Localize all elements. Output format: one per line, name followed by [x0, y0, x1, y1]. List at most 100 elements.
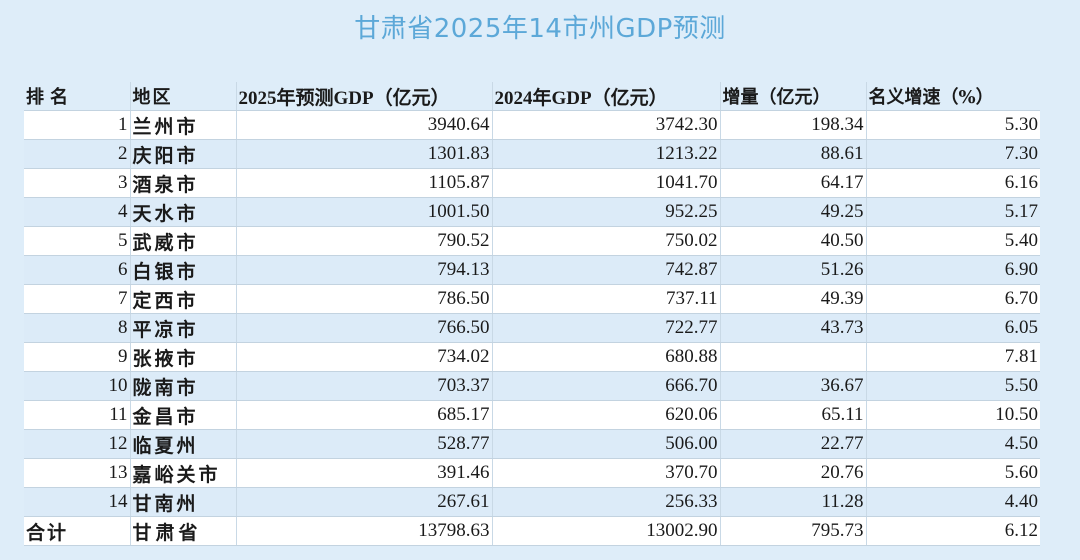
growth-cell: 5.17 [865, 197, 1040, 227]
increase-cell: 65.11 [719, 400, 866, 430]
rank-cell: 6 [24, 255, 130, 285]
table-row: 7 定西市 786.50 737.11 49.39 6.70 [24, 284, 1040, 314]
gdp-2024-cell: 620.06 [491, 400, 720, 430]
gdp-2024-cell: 737.11 [491, 284, 720, 314]
growth-cell: 7.81 [865, 342, 1040, 372]
total-region: 甘肃省 [129, 516, 236, 546]
table-row: 10 陇南市 703.37 666.70 36.67 5.50 [24, 371, 1040, 401]
gdp-2024-cell: 370.70 [491, 458, 720, 488]
table-row: 8 平凉市 766.50 722.77 43.73 6.05 [24, 313, 1040, 343]
region-cell: 武威市 [129, 226, 236, 256]
gdp-2024-cell: 952.25 [491, 197, 720, 227]
table-row: 12 临夏州 528.77 506.00 22.77 4.50 [24, 429, 1040, 459]
gdp-2025-cell: 685.17 [235, 400, 492, 430]
increase-cell: 88.61 [719, 139, 866, 169]
growth-cell: 5.50 [865, 371, 1040, 401]
gdp-2025-cell: 786.50 [235, 284, 492, 314]
header-gdp-2025: 2025年预测GDP（亿元） [235, 82, 492, 111]
table-row: 9 张掖市 734.02 680.88 7.81 [24, 342, 1040, 372]
table-row: 2 庆阳市 1301.83 1213.22 88.61 7.30 [24, 139, 1040, 169]
header-increase: 增量（亿元） [719, 82, 866, 111]
increase-cell: 11.28 [719, 487, 866, 517]
rank-cell: 7 [24, 284, 130, 314]
growth-cell: 5.30 [865, 110, 1040, 140]
region-cell: 陇南市 [129, 371, 236, 401]
gdp-2024-cell: 742.87 [491, 255, 720, 285]
gdp-2024-cell: 3742.30 [491, 110, 720, 140]
rank-cell: 10 [24, 371, 130, 401]
increase-cell: 51.26 [719, 255, 866, 285]
growth-cell: 6.16 [865, 168, 1040, 198]
rank-cell: 1 [24, 110, 130, 140]
rank-cell: 4 [24, 197, 130, 227]
table-row: 11 金昌市 685.17 620.06 65.11 10.50 [24, 400, 1040, 430]
growth-cell: 6.70 [865, 284, 1040, 314]
rank-cell: 9 [24, 342, 130, 372]
growth-cell: 7.30 [865, 139, 1040, 169]
region-cell: 平凉市 [129, 313, 236, 343]
increase-cell: 20.76 [719, 458, 866, 488]
gdp-2025-cell: 1001.50 [235, 197, 492, 227]
region-cell: 酒泉市 [129, 168, 236, 198]
gdp-2025-cell: 1105.87 [235, 168, 492, 198]
gdp-2025-cell: 734.02 [235, 342, 492, 372]
gdp-2024-cell: 750.02 [491, 226, 720, 256]
gdp-2025-cell: 3940.64 [235, 110, 492, 140]
total-row: 合计 甘肃省 13798.63 13002.90 795.73 6.12 [24, 516, 1040, 546]
gdp-table: 排名 地区 2025年预测GDP（亿元） 2024年GDP（亿元） 增量（亿元）… [24, 82, 1040, 546]
total-increase: 795.73 [719, 516, 866, 546]
table-row: 14 甘南州 267.61 256.33 11.28 4.40 [24, 487, 1040, 517]
gdp-2024-cell: 666.70 [491, 371, 720, 401]
rank-cell: 3 [24, 168, 130, 198]
gdp-2025-cell: 794.13 [235, 255, 492, 285]
total-label: 合计 [24, 516, 130, 546]
growth-cell: 4.50 [865, 429, 1040, 459]
gdp-2024-cell: 506.00 [491, 429, 720, 459]
gdp-2025-cell: 703.37 [235, 371, 492, 401]
growth-cell: 10.50 [865, 400, 1040, 430]
increase-cell: 43.73 [719, 313, 866, 343]
rank-cell: 11 [24, 400, 130, 430]
increase-cell: 49.39 [719, 284, 866, 314]
region-cell: 临夏州 [129, 429, 236, 459]
increase-cell: 36.67 [719, 371, 866, 401]
header-rank: 排名 [24, 82, 130, 111]
region-cell: 庆阳市 [129, 139, 236, 169]
gdp-2025-cell: 267.61 [235, 487, 492, 517]
growth-cell: 5.40 [865, 226, 1040, 256]
region-cell: 张掖市 [129, 342, 236, 372]
increase-cell: 22.77 [719, 429, 866, 459]
rank-cell: 5 [24, 226, 130, 256]
gdp-2024-cell: 680.88 [491, 342, 720, 372]
table-row: 13 嘉峪关市 391.46 370.70 20.76 5.60 [24, 458, 1040, 488]
rank-cell: 13 [24, 458, 130, 488]
header-gdp-2024: 2024年GDP（亿元） [491, 82, 720, 111]
table-row: 3 酒泉市 1105.87 1041.70 64.17 6.16 [24, 168, 1040, 198]
region-cell: 天水市 [129, 197, 236, 227]
gdp-2024-cell: 722.77 [491, 313, 720, 343]
rank-cell: 8 [24, 313, 130, 343]
header-growth: 名义增速（%） [865, 82, 1040, 111]
increase-cell: 49.25 [719, 197, 866, 227]
gdp-2024-cell: 1213.22 [491, 139, 720, 169]
table-row: 5 武威市 790.52 750.02 40.50 5.40 [24, 226, 1040, 256]
growth-cell: 6.05 [865, 313, 1040, 343]
region-cell: 嘉峪关市 [129, 458, 236, 488]
increase-cell: 64.17 [719, 168, 866, 198]
gdp-2024-cell: 1041.70 [491, 168, 720, 198]
gdp-2025-cell: 790.52 [235, 226, 492, 256]
total-gdp-2024: 13002.90 [491, 516, 720, 546]
table-row: 4 天水市 1001.50 952.25 49.25 5.17 [24, 197, 1040, 227]
gdp-2024-cell: 256.33 [491, 487, 720, 517]
rank-cell: 12 [24, 429, 130, 459]
total-growth: 6.12 [865, 516, 1040, 546]
rank-cell: 14 [24, 487, 130, 517]
increase-cell: 198.34 [719, 110, 866, 140]
growth-cell: 5.60 [865, 458, 1040, 488]
region-cell: 白银市 [129, 255, 236, 285]
header-region: 地区 [129, 82, 236, 111]
gdp-2025-cell: 766.50 [235, 313, 492, 343]
region-cell: 甘南州 [129, 487, 236, 517]
gdp-2025-cell: 1301.83 [235, 139, 492, 169]
table-row: 1 兰州市 3940.64 3742.30 198.34 5.30 [24, 110, 1040, 140]
